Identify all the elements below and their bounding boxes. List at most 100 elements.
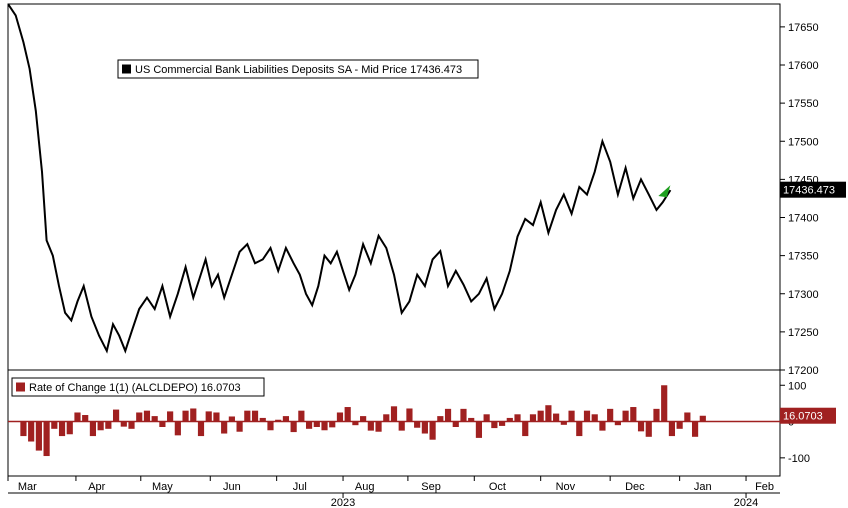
roc-bar bbox=[437, 416, 443, 421]
roc-bar bbox=[51, 422, 57, 429]
roc-bar bbox=[298, 411, 304, 422]
ytick-label: 17550 bbox=[788, 98, 819, 110]
roc-bar bbox=[291, 422, 297, 433]
roc-bar bbox=[677, 422, 683, 429]
roc-bar bbox=[599, 422, 605, 431]
roc-bar bbox=[190, 408, 196, 421]
roc-bar bbox=[283, 416, 289, 421]
roc-bar bbox=[221, 422, 227, 434]
roc-bar bbox=[514, 414, 520, 421]
ytick-label: 17400 bbox=[788, 213, 819, 225]
roc-bar bbox=[607, 409, 613, 422]
roc-bar bbox=[615, 422, 621, 426]
month-label: Aug bbox=[355, 481, 375, 493]
roc-bar bbox=[646, 422, 652, 437]
roc-bar bbox=[507, 418, 513, 422]
roc-bar bbox=[484, 414, 490, 421]
legend-upper-label: US Commercial Bank Liabilities Deposits … bbox=[135, 64, 462, 76]
roc-bar bbox=[275, 420, 281, 422]
year-label: 2023 bbox=[331, 497, 355, 508]
roc-bar bbox=[229, 416, 235, 421]
roc-bar bbox=[20, 422, 26, 437]
roc-bar bbox=[98, 422, 104, 431]
roc-bar bbox=[684, 412, 690, 421]
callout-lower-text: 16.0703 bbox=[783, 411, 823, 423]
roc-bar bbox=[144, 411, 150, 422]
roc-bar bbox=[345, 407, 351, 422]
roc-bar bbox=[422, 422, 428, 434]
ytick-label: 17600 bbox=[788, 60, 819, 72]
roc-bar bbox=[152, 416, 158, 421]
roc-bar bbox=[406, 408, 412, 421]
ytick-label: 17500 bbox=[788, 136, 819, 148]
legend-upper-marker-icon bbox=[122, 65, 131, 74]
roc-bar bbox=[90, 422, 96, 437]
year-label: 2024 bbox=[734, 497, 758, 508]
roc-bar bbox=[329, 422, 335, 428]
roc-bar bbox=[28, 422, 34, 442]
roc-bar bbox=[592, 414, 598, 421]
roc-bar bbox=[476, 422, 482, 438]
month-label: May bbox=[152, 481, 173, 493]
ytick-label: 17300 bbox=[788, 289, 819, 301]
chart-svg: 1720017250173001735017400174501750017550… bbox=[0, 0, 848, 508]
roc-bar bbox=[661, 385, 667, 421]
ytick-label: 100 bbox=[788, 380, 806, 392]
roc-bar bbox=[267, 422, 273, 431]
roc-bar bbox=[260, 418, 266, 422]
roc-bar bbox=[623, 411, 629, 422]
roc-bar bbox=[576, 422, 582, 437]
roc-bar bbox=[59, 422, 65, 437]
roc-bar bbox=[136, 412, 142, 421]
roc-bar bbox=[121, 422, 127, 427]
ytick-label: -100 bbox=[788, 453, 810, 465]
roc-bar bbox=[538, 411, 544, 422]
roc-bar bbox=[167, 411, 173, 421]
month-label: Sep bbox=[421, 481, 441, 493]
roc-bar bbox=[383, 414, 389, 421]
roc-bar bbox=[113, 410, 119, 422]
roc-bar bbox=[128, 422, 134, 429]
roc-bar bbox=[460, 409, 466, 422]
roc-bar bbox=[499, 422, 505, 426]
roc-bar bbox=[159, 422, 165, 427]
month-label: Dec bbox=[625, 481, 645, 493]
roc-bar bbox=[669, 422, 675, 437]
roc-bar bbox=[653, 409, 659, 422]
roc-bar bbox=[198, 422, 204, 437]
roc-bar bbox=[468, 418, 474, 422]
legend-lower-marker-icon bbox=[16, 383, 25, 392]
roc-bar bbox=[368, 422, 374, 431]
roc-bar bbox=[453, 422, 459, 427]
month-label: Apr bbox=[88, 481, 105, 493]
roc-bar bbox=[700, 416, 706, 422]
roc-bar bbox=[252, 411, 258, 422]
roc-bar bbox=[530, 414, 536, 421]
roc-bar bbox=[206, 411, 212, 421]
roc-bar bbox=[399, 422, 405, 431]
roc-bar bbox=[445, 409, 451, 422]
month-label: Oct bbox=[489, 481, 506, 493]
last-point-arrow-icon bbox=[658, 185, 670, 197]
month-label: Jun bbox=[223, 481, 241, 493]
roc-bar bbox=[74, 412, 80, 421]
roc-bar bbox=[375, 422, 381, 432]
roc-bar bbox=[692, 422, 698, 437]
roc-bar bbox=[337, 412, 343, 421]
legend-lower-label: Rate of Change 1(1) (ALCLDEPO) 16.0703 bbox=[29, 382, 241, 394]
roc-bar bbox=[82, 415, 88, 422]
roc-bar bbox=[568, 411, 574, 422]
roc-bar bbox=[213, 412, 219, 421]
roc-bar bbox=[182, 411, 188, 422]
roc-bar bbox=[105, 422, 111, 429]
roc-bar bbox=[352, 422, 358, 426]
ytick-label: 17650 bbox=[788, 22, 819, 34]
month-label: Jul bbox=[293, 481, 307, 493]
roc-bar bbox=[553, 414, 559, 422]
roc-bar bbox=[630, 407, 636, 422]
roc-bar bbox=[391, 406, 397, 421]
roc-bar bbox=[414, 422, 420, 428]
roc-bar bbox=[561, 422, 567, 425]
month-label: Jan bbox=[694, 481, 712, 493]
roc-bar bbox=[584, 411, 590, 422]
